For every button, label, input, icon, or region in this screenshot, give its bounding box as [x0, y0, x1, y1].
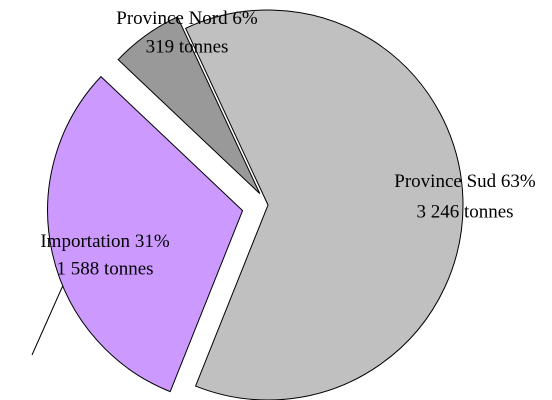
- tonnes-label: 319 tonnes: [146, 36, 229, 57]
- pie-slice: [117, 16, 261, 195]
- category-label: Province Sud: [394, 171, 496, 192]
- leader-line: [31, 282, 65, 356]
- category-label: Province Nord: [116, 8, 228, 29]
- tonnes-label: 1 588 tonnes: [56, 258, 153, 279]
- pie-slice: [184, 9, 464, 400]
- percent-label: 63%: [501, 171, 536, 192]
- category-label: Importation: [40, 231, 130, 252]
- pie-slice: [47, 75, 244, 393]
- slice-label: Province Nord 6%: [116, 8, 258, 29]
- percent-label: 6%: [232, 8, 258, 29]
- slice-label: Province Sud 63%: [394, 171, 536, 192]
- slice-label: Importation 31%: [40, 231, 169, 252]
- tonnes-label: 3 246 tonnes: [416, 201, 513, 222]
- percent-label: 31%: [135, 231, 170, 252]
